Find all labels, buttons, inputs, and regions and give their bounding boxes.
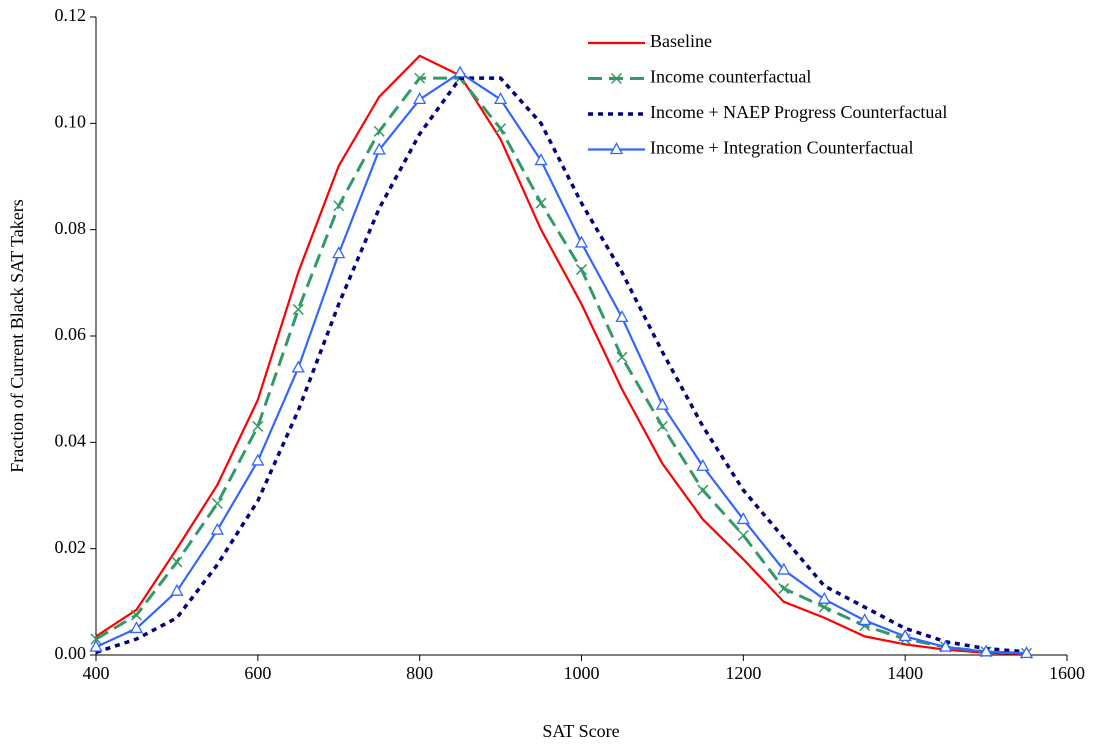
marker-triangle (858, 613, 872, 626)
marker-x (90, 633, 102, 645)
marker-triangle (655, 397, 670, 410)
marker-triangle (979, 644, 993, 657)
marker-triangle (332, 246, 346, 259)
legend-label: Income counterfactual (650, 67, 811, 87)
marker-triangle (1019, 646, 1034, 659)
series-line (95, 76, 1027, 655)
y-tick-label: 0.00 (55, 643, 87, 663)
marker-x (292, 303, 304, 315)
series-line (95, 71, 1027, 655)
y-tick-label: 0.06 (55, 324, 87, 344)
marker-triangle (89, 639, 103, 652)
legend-label: Income + Integration Counterfactual (650, 138, 914, 158)
marker-triangle (534, 153, 548, 166)
marker-x (495, 123, 507, 135)
x-tick-label: 1000 (564, 663, 600, 683)
marker-triangle (291, 360, 305, 373)
marker-x (373, 125, 385, 137)
series-line (95, 76, 1027, 655)
marker-triangle (574, 235, 589, 248)
y-tick-label: 0.08 (55, 218, 87, 238)
marker-x (737, 529, 749, 541)
marker-x (252, 420, 264, 432)
series-line (95, 54, 1027, 656)
marker-triangle (413, 92, 427, 105)
x-tick-label: 1400 (887, 663, 923, 683)
marker-x (778, 583, 790, 595)
x-tick-label: 1600 (1049, 663, 1085, 683)
marker-x (616, 351, 628, 363)
marker-triangle (777, 562, 791, 575)
y-axis-label: Fraction of Current Black SAT Takers (7, 199, 27, 473)
x-axis-label: SAT Score (542, 721, 619, 741)
marker-triangle (609, 142, 624, 155)
marker-x (697, 484, 709, 496)
marker-triangle (817, 591, 831, 604)
marker-triangle (615, 310, 629, 323)
marker-x (211, 497, 223, 510)
marker-triangle (453, 65, 467, 78)
marker-triangle (251, 453, 265, 466)
marker-x (575, 264, 588, 276)
marker-triangle (939, 639, 953, 652)
x-tick-label: 400 (83, 663, 110, 683)
legend-label: Baseline (650, 31, 712, 51)
marker-triangle (736, 512, 750, 525)
marker-triangle (372, 142, 386, 155)
y-tick-label: 0.04 (55, 430, 87, 450)
y-tick-label: 0.02 (55, 537, 87, 557)
marker-triangle (170, 583, 184, 596)
x-tick-label: 800 (406, 663, 433, 683)
legend-label: Income + NAEP Progress Counterfactual (650, 102, 947, 122)
x-tick-label: 600 (244, 663, 271, 683)
marker-triangle (493, 92, 508, 105)
marker-triangle (129, 621, 144, 634)
y-tick-label: 0.10 (55, 111, 87, 131)
marker-x (414, 72, 426, 84)
marker-triangle (210, 522, 224, 535)
x-tick-label: 1200 (725, 663, 761, 683)
y-tick-label: 0.12 (55, 5, 87, 25)
marker-x (656, 420, 668, 432)
marker-x (333, 200, 345, 212)
marker-triangle (898, 629, 912, 642)
marker-x (610, 72, 623, 85)
marker-x (130, 609, 142, 621)
marker-x (171, 556, 183, 568)
marker-x (535, 197, 547, 209)
marker-triangle (696, 458, 710, 471)
